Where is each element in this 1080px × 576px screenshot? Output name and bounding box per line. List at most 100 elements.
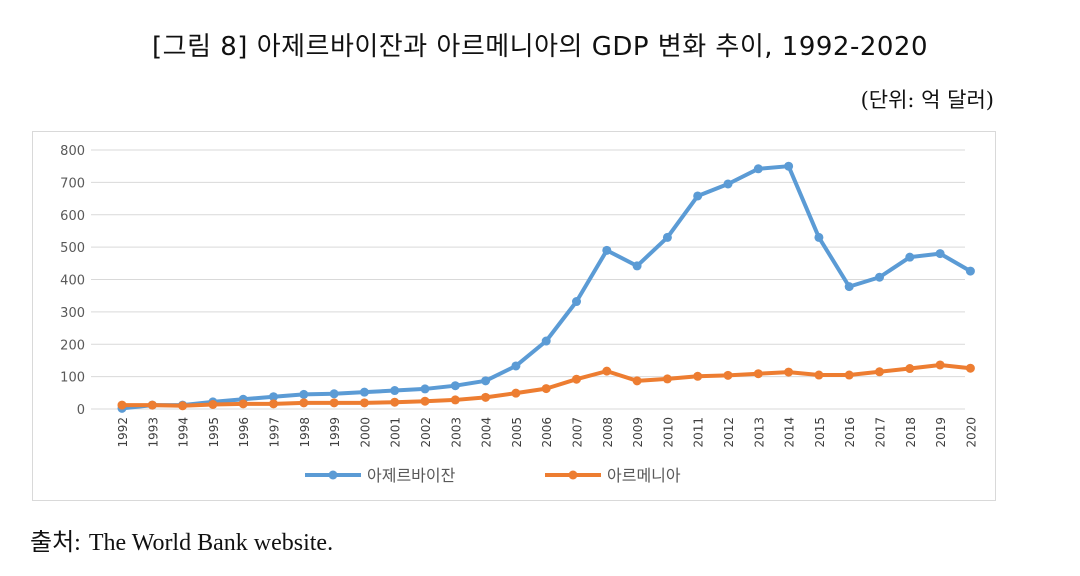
- data-point: [814, 370, 824, 380]
- x-tick-label: 2011: [692, 417, 706, 448]
- x-tick-label: 1993: [146, 417, 160, 448]
- y-tick-label: 200: [60, 338, 85, 353]
- x-tick-label: 2003: [449, 417, 463, 448]
- source-label: 출처:: [30, 530, 81, 556]
- x-tick-label: 2020: [964, 417, 978, 448]
- data-point: [602, 366, 612, 376]
- data-point: [481, 376, 491, 386]
- x-tick-label: 2012: [722, 417, 736, 448]
- data-point: [359, 387, 369, 397]
- data-point: [844, 370, 854, 380]
- data-point: [693, 371, 703, 381]
- x-tick-label: 1995: [207, 417, 221, 448]
- y-tick-label: 0: [77, 403, 85, 418]
- x-tick-label: 1999: [328, 417, 342, 448]
- data-point: [269, 392, 278, 402]
- data-point: [905, 364, 915, 374]
- y-tick-label: 400: [60, 274, 85, 289]
- data-point: [784, 161, 794, 171]
- data-point: [359, 398, 369, 408]
- x-tick-label: 2013: [752, 417, 766, 448]
- data-point: [935, 249, 945, 259]
- data-point: [329, 389, 339, 399]
- data-point: [875, 367, 884, 377]
- x-tick-label: 2009: [631, 417, 645, 448]
- data-point: [511, 361, 521, 371]
- data-point: [632, 261, 642, 271]
- x-tick-label: 2005: [510, 417, 524, 448]
- y-tick-label: 700: [60, 176, 85, 191]
- data-point: [450, 395, 460, 405]
- data-point: [238, 399, 248, 409]
- y-tick-label: 800: [60, 144, 85, 159]
- data-point: [299, 398, 309, 408]
- data-point: [753, 164, 763, 174]
- data-point: [420, 384, 430, 394]
- x-tick-label: 2016: [843, 417, 857, 448]
- x-tick-label: 2008: [601, 417, 615, 448]
- x-tick-label: 1997: [268, 417, 282, 448]
- data-point: [965, 266, 975, 276]
- data-point: [390, 386, 400, 396]
- y-tick-label: 300: [60, 306, 85, 321]
- x-tick-label: 2007: [571, 417, 585, 448]
- data-point: [511, 388, 521, 398]
- y-tick-label: 600: [60, 209, 85, 224]
- data-point: [935, 360, 945, 370]
- data-point: [723, 370, 733, 380]
- data-point: [208, 399, 218, 409]
- unit-label: (단위: 억 달러): [860, 88, 994, 112]
- data-point: [299, 389, 309, 399]
- source-text: The World Bank website.: [88, 530, 334, 556]
- data-point: [541, 336, 551, 346]
- x-tick-label: 2006: [540, 417, 554, 448]
- y-tick-label: 500: [60, 241, 85, 256]
- x-tick-label: 2019: [934, 417, 948, 448]
- data-point: [784, 367, 794, 377]
- data-point: [572, 374, 581, 384]
- data-point: [147, 400, 157, 410]
- data-point: [450, 381, 460, 391]
- x-tick-label: 2002: [419, 417, 433, 448]
- data-point: [662, 232, 672, 242]
- data-point: [572, 297, 581, 307]
- legend-label: 아르메니아: [607, 466, 681, 485]
- x-tick-label: 2014: [783, 417, 797, 448]
- x-tick-label: 2001: [389, 417, 403, 448]
- data-point: [662, 374, 672, 384]
- data-point: [632, 376, 642, 386]
- data-point: [329, 398, 339, 408]
- x-tick-label: 2015: [813, 417, 827, 448]
- legend-marker: [568, 470, 578, 480]
- data-point: [693, 191, 703, 201]
- data-point: [269, 399, 278, 409]
- data-point: [178, 401, 188, 411]
- x-tick-label: 2010: [661, 417, 675, 448]
- y-tick-label: 100: [60, 371, 85, 386]
- x-tick-label: 2017: [874, 417, 888, 448]
- data-point: [390, 397, 400, 407]
- data-point: [753, 369, 763, 379]
- x-tick-label: 1998: [298, 417, 312, 448]
- data-point: [117, 400, 127, 410]
- data-point: [723, 179, 733, 189]
- line-chart: 0 100 200 300 400 500 600 700 800 1992 1993 1994 199…: [60, 144, 978, 485]
- data-point: [541, 384, 551, 394]
- x-tick-label: 1996: [237, 417, 251, 448]
- data-point: [602, 245, 612, 255]
- data-point: [965, 363, 975, 373]
- chart-title: [그림 8] 아제르바이잔과 아르메니아의 GDP 변화 추이, 1992-20…: [152, 32, 928, 62]
- data-point: [844, 282, 854, 292]
- data-point: [875, 272, 884, 282]
- x-tick-label: 2004: [480, 417, 494, 448]
- data-point: [814, 232, 824, 242]
- x-tick-label: 2018: [904, 417, 918, 448]
- series-line: [120, 164, 973, 411]
- x-tick-label: 2000: [358, 417, 372, 448]
- x-tick-label: 1994: [177, 417, 191, 448]
- data-point: [420, 396, 430, 406]
- legend-label: 아제르바이잔: [367, 466, 456, 485]
- x-tick-label: 1992: [116, 417, 130, 448]
- data-point: [481, 392, 491, 402]
- source-note: 출처: The World Bank website.: [30, 522, 341, 557]
